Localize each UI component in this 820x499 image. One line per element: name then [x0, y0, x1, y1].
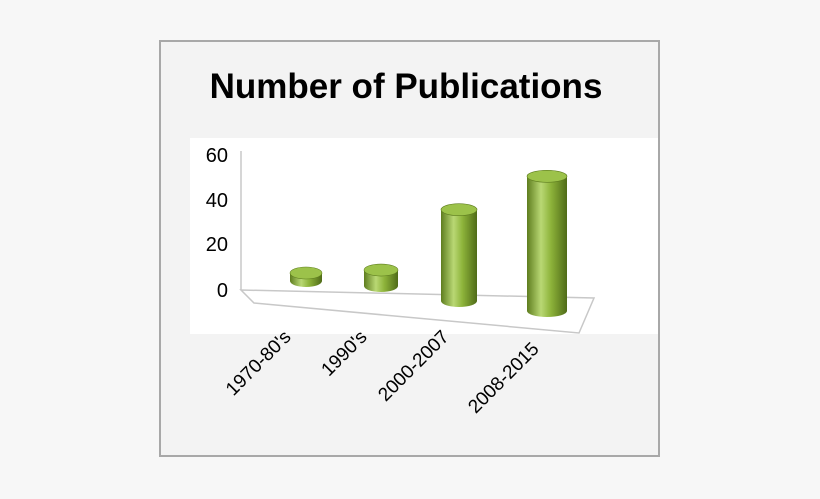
- bar-top-1990s: [363, 263, 399, 277]
- category-label-1970-80s: 1970-80's: [222, 327, 295, 400]
- category-label-1990s: 1990's: [318, 327, 372, 381]
- category-label-2008-2015: 2008-2015: [464, 339, 543, 418]
- bar-top-1970-80s: [289, 266, 323, 280]
- y-tick-20: 20: [206, 234, 228, 256]
- y-tick-40: 40: [206, 190, 228, 212]
- plot-area: [190, 138, 658, 334]
- bar-1990s: [363, 263, 399, 292]
- bars-group: [289, 169, 568, 317]
- bar-body-2000-2007: [441, 209, 477, 307]
- bar-2000-2007: [440, 203, 478, 307]
- y-tick-60: 60: [206, 145, 228, 167]
- y-tick-0: 0: [217, 280, 228, 302]
- bar-top-2008-2015: [526, 169, 568, 183]
- chart-frame: Number of Publications 0 20 40 60 1970-8…: [159, 40, 660, 457]
- category-label-2000-2007: 2000-2007: [374, 327, 453, 406]
- chart-title: Number of Publications: [210, 67, 603, 106]
- bar-1970-80s: [289, 266, 323, 287]
- bar-body-2008-2015: [527, 176, 567, 317]
- bar-top-2000-2007: [440, 203, 478, 216]
- bar-2008-2015: [526, 169, 568, 317]
